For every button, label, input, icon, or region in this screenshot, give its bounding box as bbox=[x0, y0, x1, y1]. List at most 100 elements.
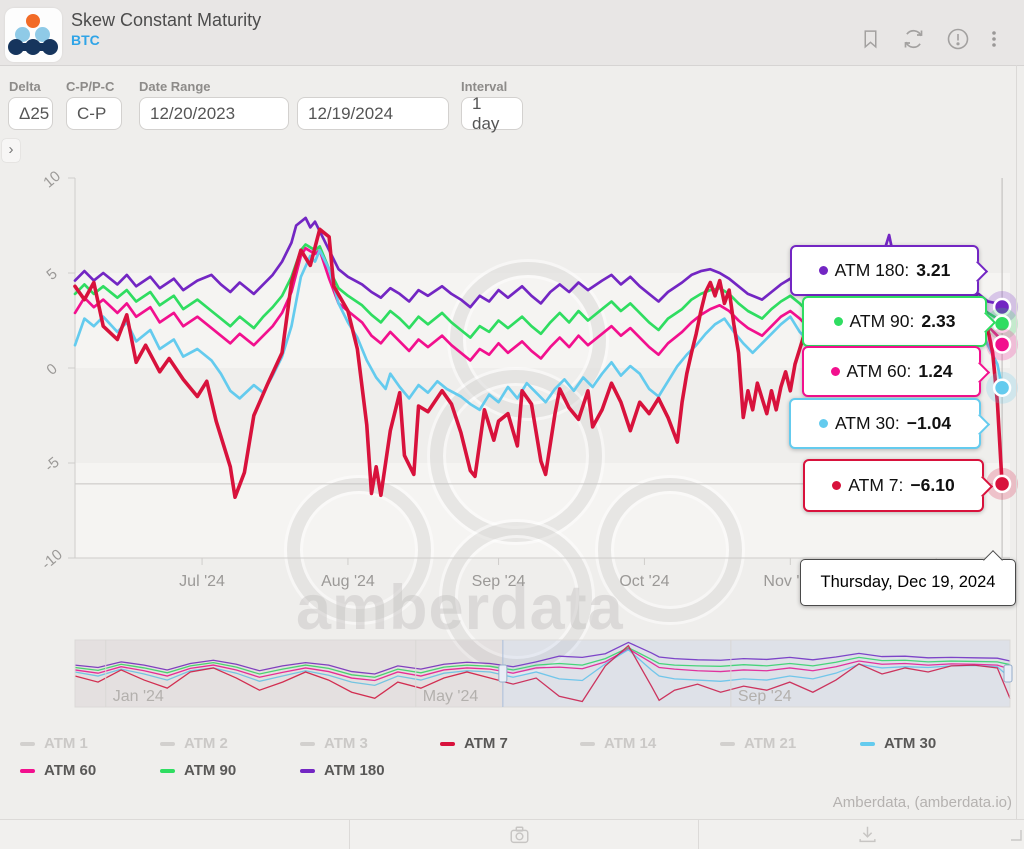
date-tooltip-text: Thursday, Dec 19, 2024 bbox=[820, 573, 996, 591]
callout-value: −1.04 bbox=[906, 413, 952, 433]
legend-item-atm-2[interactable]: ATM 2 bbox=[160, 730, 300, 757]
callout-pointer bbox=[968, 413, 990, 436]
legend-item-atm-1[interactable]: ATM 1 bbox=[20, 730, 160, 757]
watermark-ring bbox=[430, 370, 602, 542]
legend-item-atm-60[interactable]: ATM 60 bbox=[20, 757, 160, 784]
callout-value: −6.10 bbox=[910, 475, 955, 495]
refresh-icon[interactable] bbox=[901, 27, 926, 51]
date-start-input[interactable]: 12/20/2023 bbox=[139, 97, 289, 130]
tooltip-pointer bbox=[983, 549, 1003, 570]
toolbar-divider bbox=[349, 820, 350, 849]
logo-dot-lightblue bbox=[35, 27, 50, 42]
legend-item-atm-30[interactable]: ATM 30 bbox=[860, 730, 1000, 757]
legend-item-atm-3[interactable]: ATM 3 bbox=[300, 730, 440, 757]
navigator-selected-range[interactable] bbox=[502, 640, 1011, 707]
screenshot-camera-icon[interactable] bbox=[508, 824, 531, 849]
series-dot bbox=[830, 367, 840, 376]
navigator-axis-label: Jan '24 bbox=[113, 688, 164, 705]
x-axis-label: Jul '24 bbox=[179, 573, 225, 590]
marker-halo bbox=[986, 371, 1019, 404]
legend-label: ATM 14 bbox=[604, 735, 657, 752]
logo-dot-lightblue bbox=[15, 27, 30, 42]
bottom-toolbar bbox=[0, 819, 1024, 849]
value-callout-atm-7: ATM 7: −6.10 bbox=[803, 459, 993, 512]
asset-label[interactable]: BTC bbox=[71, 32, 100, 48]
callout-pointer bbox=[974, 311, 996, 334]
callout-series-label: ATM 7: bbox=[848, 475, 904, 495]
navigator-axis-label: Sep '24 bbox=[738, 688, 792, 705]
callout-series-label: ATM 180: bbox=[834, 260, 910, 280]
callout-value: 3.21 bbox=[916, 260, 951, 280]
value-callout-atm-180: ATM 180: 3.21 bbox=[790, 245, 988, 296]
y-axis-label: 0 bbox=[43, 360, 60, 378]
last-point-marker-atm-7 bbox=[992, 474, 1012, 494]
download-icon[interactable] bbox=[856, 824, 879, 849]
y-axis-label: 10 bbox=[40, 168, 64, 192]
legend-item-atm-7[interactable]: ATM 7 bbox=[440, 730, 580, 757]
legend-label: ATM 7 bbox=[464, 735, 508, 752]
delta-label: Delta bbox=[9, 79, 41, 94]
toolbar-divider bbox=[698, 820, 699, 849]
expand-panel-button[interactable]: › bbox=[2, 139, 20, 162]
delta-select[interactable]: Δ25 bbox=[8, 97, 53, 130]
legend-marker bbox=[720, 741, 735, 746]
legend-item-atm-14[interactable]: ATM 14 bbox=[580, 730, 720, 757]
series-dot bbox=[832, 481, 842, 490]
date-tooltip: Thursday, Dec 19, 2024 bbox=[800, 549, 1016, 606]
chart-credit: Amberdata, (amberdata.io) bbox=[832, 794, 1012, 811]
callout-value: 1.24 bbox=[918, 361, 953, 381]
date-range-label: Date Range bbox=[139, 79, 211, 94]
y-axis-label: -10 bbox=[38, 546, 66, 573]
series-dot bbox=[818, 266, 828, 275]
legend-item-atm-21[interactable]: ATM 21 bbox=[720, 730, 860, 757]
legend-label: ATM 180 bbox=[324, 762, 385, 779]
legend-marker bbox=[440, 741, 455, 746]
kebab-menu-icon[interactable] bbox=[990, 27, 998, 51]
value-callout-atm-90: ATM 90: 2.33 bbox=[802, 296, 996, 347]
navigator-axis-label: May '24 bbox=[423, 688, 479, 705]
panel-right-edge bbox=[1016, 65, 1017, 819]
bookmark-icon[interactable] bbox=[860, 27, 881, 51]
legend-item-atm-180[interactable]: ATM 180 bbox=[300, 757, 440, 784]
callout-series-label: ATM 90: bbox=[849, 311, 915, 331]
logo-dot-orange bbox=[26, 14, 40, 28]
legend-label: ATM 3 bbox=[324, 735, 368, 752]
series-legend: ATM 1 ATM 2 ATM 3 ATM 7 ATM 14 ATM 21 ATM 30 AT… bbox=[20, 730, 1020, 784]
logo-dot-navy bbox=[42, 39, 58, 55]
callout-series-label: ATM 30: bbox=[834, 413, 900, 433]
last-point-marker-atm-60 bbox=[992, 335, 1012, 354]
callout-pointer bbox=[968, 361, 990, 384]
legend-label: ATM 21 bbox=[744, 735, 797, 752]
series-dot bbox=[818, 419, 828, 428]
last-point-marker-atm-90 bbox=[992, 314, 1012, 333]
legend-label: ATM 60 bbox=[44, 762, 97, 779]
resize-corner[interactable] bbox=[1010, 828, 1022, 846]
amberdata-logo[interactable] bbox=[5, 8, 62, 62]
legend-marker bbox=[20, 768, 35, 773]
cp-pc-select[interactable]: C-P bbox=[66, 97, 122, 130]
info-icon[interactable] bbox=[946, 27, 970, 51]
page-title: Skew Constant Maturity bbox=[71, 10, 262, 30]
cp-pc-label: C-P/P-C bbox=[66, 79, 115, 94]
y-axis-label: -5 bbox=[42, 454, 63, 476]
last-point-marker-atm-30 bbox=[992, 378, 1012, 398]
navigator-right-handle[interactable] bbox=[1003, 664, 1013, 683]
callout-value: 2.33 bbox=[921, 311, 956, 331]
logo-dot-navy bbox=[25, 39, 41, 55]
watermark-text: amberdata bbox=[296, 573, 624, 643]
series-dot bbox=[833, 317, 843, 326]
value-callout-atm-60: ATM 60: 1.24 bbox=[802, 346, 990, 397]
callout-pointer bbox=[966, 260, 988, 283]
legend-item-atm-90[interactable]: ATM 90 bbox=[160, 757, 300, 784]
header-bar: Skew Constant Maturity BTC bbox=[0, 0, 1024, 66]
legend-label: ATM 1 bbox=[44, 735, 88, 752]
legend-marker bbox=[20, 741, 35, 746]
legend-marker bbox=[160, 741, 175, 746]
navigator-mask-outside bbox=[75, 640, 503, 707]
interval-select[interactable]: 1 day bbox=[461, 94, 523, 133]
legend-label: ATM 30 bbox=[884, 735, 937, 752]
legend-marker bbox=[160, 768, 175, 773]
callout-pointer bbox=[971, 475, 993, 498]
date-end-input[interactable]: 12/19/2024 bbox=[297, 97, 449, 130]
